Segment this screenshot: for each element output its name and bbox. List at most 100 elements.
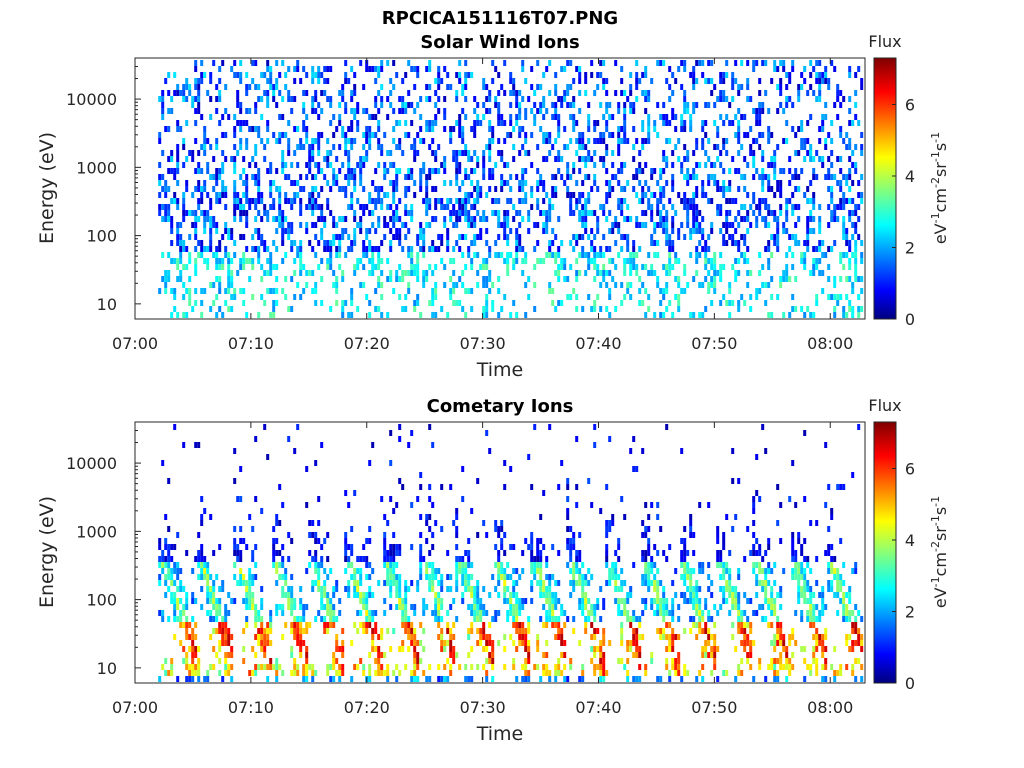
spectrogram-cell [725, 150, 729, 156]
spectrogram-cell [533, 102, 537, 108]
spectrogram-cell [773, 174, 777, 180]
spectrogram-cell [818, 246, 822, 252]
spectrogram-cell [602, 114, 606, 120]
spectrogram-cell [524, 180, 528, 186]
spectrogram-cell [791, 234, 795, 240]
spectrogram-cell [530, 556, 534, 562]
spectrogram-cell [266, 216, 270, 222]
spectrogram-cell [329, 610, 333, 616]
spectrogram-cell [644, 568, 648, 574]
spectrogram-cell [509, 312, 513, 318]
spectrogram-cell [662, 150, 666, 156]
spectrogram-cell [542, 180, 546, 186]
spectrogram-cell [563, 90, 567, 96]
spectrogram-cell [413, 676, 417, 682]
spectrogram-cell [287, 228, 291, 234]
spectrogram-cell [362, 592, 366, 598]
spectrogram-cell [365, 294, 369, 300]
spectrogram-cell [728, 610, 732, 616]
spectrogram-cell [422, 246, 426, 252]
spectrogram-cell [185, 264, 189, 270]
spectrogram-cell [377, 670, 381, 676]
spectrogram-cell [701, 616, 705, 622]
spectrogram-cell [563, 258, 567, 264]
spectrogram-cell [434, 598, 438, 604]
spectrogram-cell [614, 550, 618, 556]
spectrogram-cell [218, 276, 222, 282]
spectrogram-cell [839, 252, 843, 258]
spectrogram-cell [644, 556, 648, 562]
spectrogram-cell [827, 156, 831, 162]
spectrogram-cell [698, 222, 702, 228]
spectrogram-cell [368, 312, 372, 318]
spectrogram-cell [671, 90, 675, 96]
spectrogram-cell [659, 186, 663, 192]
spectrogram-cell [419, 532, 423, 538]
spectrogram-cell [854, 210, 858, 216]
spectrogram-cell [344, 192, 348, 198]
spectrogram-cell [332, 114, 336, 120]
spectrogram-cell [518, 640, 522, 646]
spectrogram-cell [350, 138, 354, 144]
spectrogram-cell [518, 610, 522, 616]
spectrogram-cell [728, 120, 732, 126]
spectrogram-cell [857, 216, 861, 222]
spectrogram-cell [719, 228, 723, 234]
spectrogram-cell [737, 592, 741, 598]
spectrogram-cell [239, 496, 243, 502]
spectrogram-cell [524, 664, 528, 670]
spectrogram-cell [227, 664, 231, 670]
spectrogram-cell [719, 264, 723, 270]
spectrogram-cell [617, 598, 621, 604]
figure-title: RPCICA151116T07.PNG [382, 8, 618, 29]
spectrogram-cell [161, 204, 165, 210]
spectrogram-cell [758, 210, 762, 216]
spectrogram-cell [344, 186, 348, 192]
spectrogram-cell [245, 192, 249, 198]
spectrogram-cell [734, 240, 738, 246]
spectrogram-cell [731, 96, 735, 102]
spectrogram-cell [713, 144, 717, 150]
spectrogram-cell [194, 270, 198, 276]
spectrogram-cell [731, 222, 735, 228]
spectrogram-cell [353, 240, 357, 246]
spectrogram-cell [377, 306, 381, 312]
spectrogram-cell [170, 556, 174, 562]
spectrogram-cell [275, 246, 279, 252]
spectrogram-cell [500, 538, 504, 544]
spectrogram-cell [386, 222, 390, 228]
spectrogram-cell [548, 138, 552, 144]
spectrogram-cell [848, 246, 852, 252]
spectrogram-cell [722, 264, 726, 270]
spectrogram-cell [746, 616, 750, 622]
spectrogram-cell [758, 174, 762, 180]
spectrogram-cell [698, 210, 702, 216]
spectrogram-cell [560, 652, 564, 658]
spectrogram-cell [380, 240, 384, 246]
spectrogram-cell [572, 210, 576, 216]
spectrogram-cell [317, 144, 321, 150]
spectrogram-cell [224, 670, 228, 676]
spectrogram-cell [326, 592, 330, 598]
spectrogram-cell [326, 156, 330, 162]
spectrogram-cell [338, 114, 342, 120]
spectrogram-cell [401, 78, 405, 84]
spectrogram-cell [587, 252, 591, 258]
spectrogram-cell [617, 138, 621, 144]
spectrogram-cell [827, 294, 831, 300]
spectrogram-cell [416, 102, 420, 108]
spectrogram-cell [293, 616, 297, 622]
spectrogram-cell [467, 556, 471, 562]
spectrogram-cell [533, 282, 537, 288]
spectrogram-cell [794, 150, 798, 156]
spectrogram-cell [278, 604, 282, 610]
spectrogram-cell [359, 168, 363, 174]
spectrogram-cell [692, 592, 696, 598]
spectrogram-cell [569, 210, 573, 216]
spectrogram-cell [245, 312, 249, 318]
spectrogram-cell [245, 144, 249, 150]
spectrogram-cell [362, 84, 366, 90]
spectrogram-cell [158, 162, 162, 168]
spectrogram-cell [227, 640, 231, 646]
spectrogram-cell [257, 198, 261, 204]
